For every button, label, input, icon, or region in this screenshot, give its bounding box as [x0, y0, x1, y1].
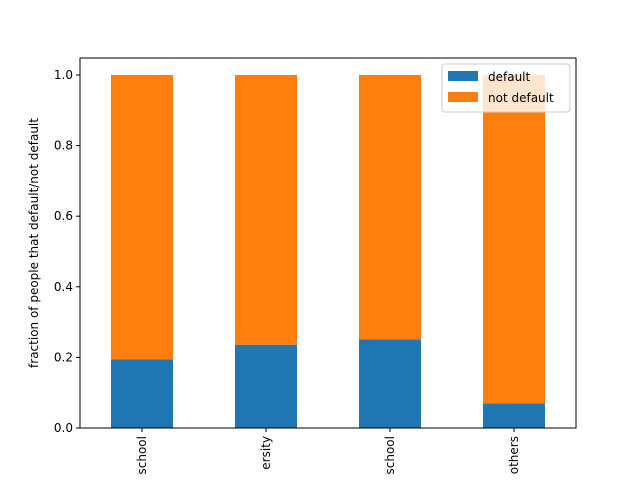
- legend: default not default: [441, 63, 571, 113]
- x-tick-label: others: [507, 436, 521, 474]
- x-tick-label: school: [135, 436, 149, 474]
- bar-not-default-0: [111, 75, 173, 360]
- bar-default-3: [483, 403, 545, 428]
- y-axis-label: fraction of people that default/not defa…: [27, 118, 41, 368]
- legend-swatch: [448, 92, 478, 102]
- y-tick-label: 0.8: [54, 139, 73, 153]
- x-tick-label: ersity: [259, 436, 273, 470]
- legend-label: default: [488, 70, 531, 84]
- y-tick-label: 0.4: [54, 280, 73, 294]
- bar-default-0: [111, 359, 173, 428]
- legend-label: not default: [488, 91, 554, 105]
- plot-frame: [79, 57, 577, 429]
- x-tick-label: school: [383, 436, 397, 474]
- y-tick-label: 1.0: [54, 68, 73, 82]
- bar-not-default-1: [235, 75, 297, 345]
- y-tick-label: 0.0: [54, 421, 73, 435]
- y-tick-label: 0.6: [54, 209, 73, 223]
- y-axis: 0.0 0.2 0.4 0.6 0.8 1.0: [54, 68, 80, 435]
- x-axis: school ersity school others: [135, 428, 521, 474]
- bar-not-default-3: [483, 75, 545, 404]
- bar-default-1: [235, 344, 297, 428]
- bar-default-2: [359, 339, 421, 428]
- legend-swatch: [448, 71, 478, 81]
- bars-group: [111, 75, 545, 428]
- y-tick-label: 0.2: [54, 350, 73, 364]
- bar-not-default-2: [359, 75, 421, 340]
